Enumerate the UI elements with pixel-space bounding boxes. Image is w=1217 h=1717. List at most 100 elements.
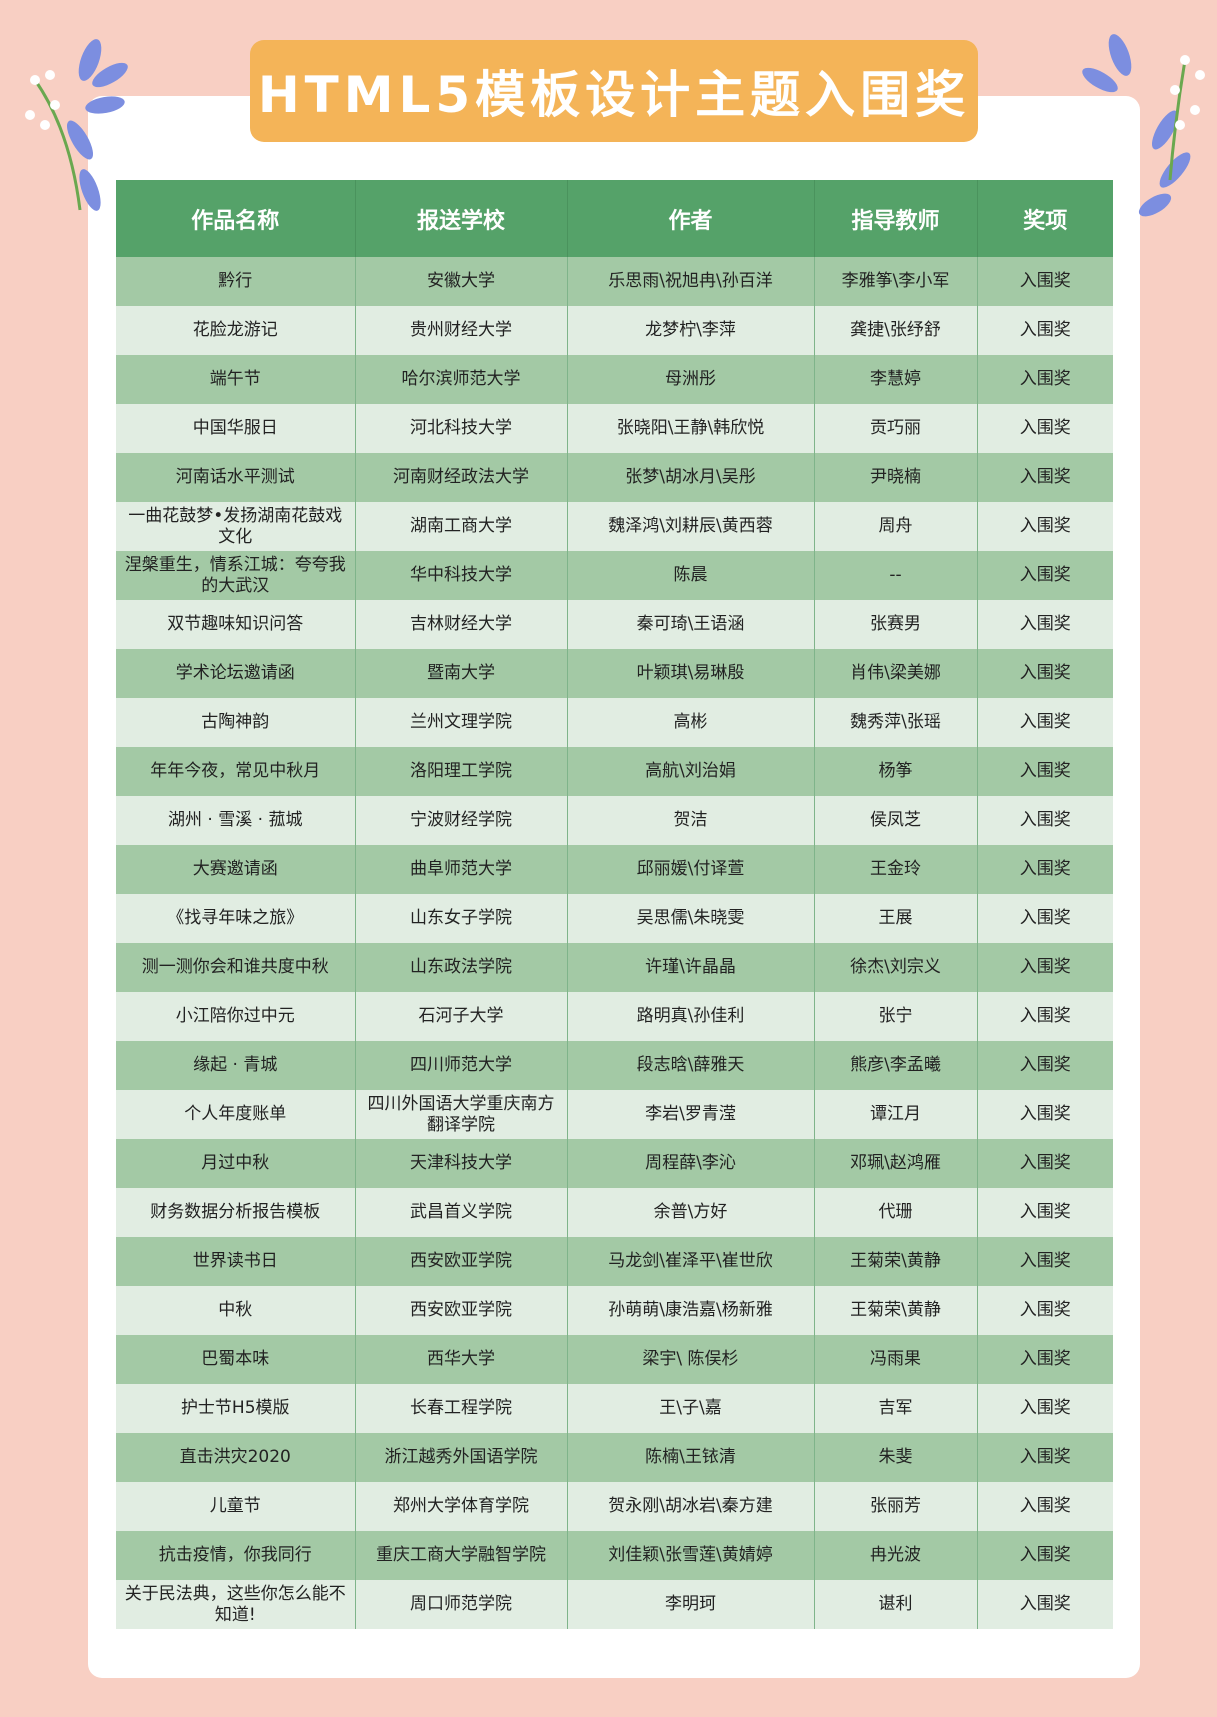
cell-advisor: 朱斐 xyxy=(814,1433,978,1482)
cell-work-name: 涅槃重生，情系江城：夸夸我的大武汉 xyxy=(116,551,356,600)
cell-work-name: 中秋 xyxy=(116,1286,356,1335)
cell-school: 天津科技大学 xyxy=(355,1139,568,1188)
table-row: 直击洪灾2020 浙江越秀外国语学院 陈楠\王铱清 朱斐 入围奖 xyxy=(116,1433,1113,1482)
cell-work-name: 个人年度账单 xyxy=(116,1090,356,1139)
cell-advisor: 李雅筝\李小军 xyxy=(814,257,978,306)
cell-work-name: 测一测你会和谁共度中秋 xyxy=(116,943,356,992)
cell-advisor: 周舟 xyxy=(814,502,978,551)
cell-advisor: 徐杰\刘宗义 xyxy=(814,943,978,992)
cell-school: 哈尔滨师范大学 xyxy=(355,355,568,404)
cell-author: 陈楠\王铱清 xyxy=(567,1433,815,1482)
cell-award: 入围奖 xyxy=(977,796,1113,845)
cell-work-name: 中国华服日 xyxy=(116,404,356,453)
column-header-school: 报送学校 xyxy=(355,180,568,257)
award-table: 作品名称 报送学校 作者 指导教师 奖项 黔行 安徽大学 乐思雨\祝旭冉\孙百洋 李雅筝\李小… xyxy=(116,180,1113,1629)
cell-work-name: 小江陪你过中元 xyxy=(116,992,356,1041)
cell-author: 魏泽鸿\刘耕辰\黄西蓉 xyxy=(567,502,815,551)
column-header-advisor: 指导教师 xyxy=(814,180,978,257)
cell-award: 入围奖 xyxy=(977,943,1113,992)
cell-author: 路明真\孙佳利 xyxy=(567,992,815,1041)
cell-work-name: 护士节H5模版 xyxy=(116,1384,356,1433)
cell-school: 安徽大学 xyxy=(355,257,568,306)
cell-school: 四川外国语大学重庆南方翻译学院 xyxy=(355,1090,568,1139)
cell-school: 贵州财经大学 xyxy=(355,306,568,355)
cell-author: 高航\刘治娟 xyxy=(567,747,815,796)
cell-school: 西华大学 xyxy=(355,1335,568,1384)
table-row: 关于民法典，这些你怎么能不知道! 周口师范学院 李明珂 谌利 入围奖 xyxy=(116,1580,1113,1629)
cell-advisor: 侯凤芝 xyxy=(814,796,978,845)
cell-author: 邱丽媛\付译萱 xyxy=(567,845,815,894)
cell-author: 周程薛\李沁 xyxy=(567,1139,815,1188)
cell-award: 入围奖 xyxy=(977,502,1113,551)
cell-school: 河北科技大学 xyxy=(355,404,568,453)
cell-advisor: 贡巧丽 xyxy=(814,404,978,453)
table-row: 花脸龙游记 贵州财经大学 龙梦柠\李萍 龚捷\张纾舒 入围奖 xyxy=(116,306,1113,355)
cell-award: 入围奖 xyxy=(977,845,1113,894)
cell-work-name: 儿童节 xyxy=(116,1482,356,1531)
cell-work-name: 月过中秋 xyxy=(116,1139,356,1188)
cell-author: 马龙剑\崔泽平\崔世欣 xyxy=(567,1237,815,1286)
cell-work-name: 《找寻年味之旅》 xyxy=(116,894,356,943)
cell-work-name: 巴蜀本味 xyxy=(116,1335,356,1384)
cell-author: 李明珂 xyxy=(567,1580,815,1629)
cell-school: 河南财经政法大学 xyxy=(355,453,568,502)
cell-school: 吉林财经大学 xyxy=(355,600,568,649)
cell-author: 张梦\胡冰月\吴彤 xyxy=(567,453,815,502)
table-row: 缘起 · 青城 四川师范大学 段志晗\薛雅天 熊彦\李孟曦 入围奖 xyxy=(116,1041,1113,1090)
cell-school: 山东女子学院 xyxy=(355,894,568,943)
cell-award: 入围奖 xyxy=(977,453,1113,502)
cell-author: 龙梦柠\李萍 xyxy=(567,306,815,355)
cell-author: 张晓阳\王静\韩欣悦 xyxy=(567,404,815,453)
leaf-decoration-left-icon xyxy=(25,39,128,211)
cell-award: 入围奖 xyxy=(977,355,1113,404)
table-row: 中秋 西安欧亚学院 孙萌萌\康浩嘉\杨新雅 王菊荣\黄静 入围奖 xyxy=(116,1286,1113,1335)
cell-school: 曲阜师范大学 xyxy=(355,845,568,894)
cell-advisor: 李慧婷 xyxy=(814,355,978,404)
cell-advisor: 谭江月 xyxy=(814,1090,978,1139)
cell-school: 周口师范学院 xyxy=(355,1580,568,1629)
cell-work-name: 抗击疫情，你我同行 xyxy=(116,1531,356,1580)
cell-school: 郑州大学体育学院 xyxy=(355,1482,568,1531)
cell-advisor: 张赛男 xyxy=(814,600,978,649)
cell-advisor: 张丽芳 xyxy=(814,1482,978,1531)
table-row: 年年今夜，常见中秋月 洛阳理工学院 高航\刘治娟 杨筝 入围奖 xyxy=(116,747,1113,796)
cell-work-name: 年年今夜，常见中秋月 xyxy=(116,747,356,796)
cell-advisor: 冯雨果 xyxy=(814,1335,978,1384)
cell-award: 入围奖 xyxy=(977,1531,1113,1580)
cell-award: 入围奖 xyxy=(977,1237,1113,1286)
cell-school: 宁波财经学院 xyxy=(355,796,568,845)
table-row: 涅槃重生，情系江城：夸夸我的大武汉 华中科技大学 陈晨 -- 入围奖 xyxy=(116,551,1113,600)
cell-work-name: 端午节 xyxy=(116,355,356,404)
cell-advisor: 熊彦\李孟曦 xyxy=(814,1041,978,1090)
cell-author: 秦可琦\王语涵 xyxy=(567,600,815,649)
cell-award: 入围奖 xyxy=(977,1433,1113,1482)
cell-work-name: 学术论坛邀请函 xyxy=(116,649,356,698)
cell-author: 贺永刚\胡冰岩\秦方建 xyxy=(567,1482,815,1531)
cell-advisor: 邓珮\赵鸿雁 xyxy=(814,1139,978,1188)
cell-award: 入围奖 xyxy=(977,992,1113,1041)
cell-work-name: 直击洪灾2020 xyxy=(116,1433,356,1482)
column-header-award: 奖项 xyxy=(977,180,1113,257)
cell-school: 兰州文理学院 xyxy=(355,698,568,747)
cell-award: 入围奖 xyxy=(977,1188,1113,1237)
cell-work-name: 河南话水平测试 xyxy=(116,453,356,502)
table-row: 《找寻年味之旅》 山东女子学院 吴思儒\朱晓雯 王展 入围奖 xyxy=(116,894,1113,943)
cell-award: 入围奖 xyxy=(977,1482,1113,1531)
leaf-decoration-right-icon xyxy=(1082,34,1205,217)
cell-advisor: 谌利 xyxy=(814,1580,978,1629)
cell-author: 陈晨 xyxy=(567,551,815,600)
table-row: 一曲花鼓梦•发扬湖南花鼓戏文化 湖南工商大学 魏泽鸿\刘耕辰\黄西蓉 周舟 入围奖 xyxy=(116,502,1113,551)
cell-advisor: 王菊荣\黄静 xyxy=(814,1286,978,1335)
cell-advisor: 龚捷\张纾舒 xyxy=(814,306,978,355)
cell-advisor: 杨筝 xyxy=(814,747,978,796)
cell-work-name: 财务数据分析报告模板 xyxy=(116,1188,356,1237)
table-row: 财务数据分析报告模板 武昌首义学院 余普\方好 代珊 入围奖 xyxy=(116,1188,1113,1237)
cell-author: 段志晗\薛雅天 xyxy=(567,1041,815,1090)
cell-advisor: 肖伟\梁美娜 xyxy=(814,649,978,698)
cell-work-name: 世界读书日 xyxy=(116,1237,356,1286)
cell-work-name: 花脸龙游记 xyxy=(116,306,356,355)
cell-school: 重庆工商大学融智学院 xyxy=(355,1531,568,1580)
cell-award: 入围奖 xyxy=(977,257,1113,306)
cell-work-name: 双节趣味知识问答 xyxy=(116,600,356,649)
cell-award: 入围奖 xyxy=(977,600,1113,649)
